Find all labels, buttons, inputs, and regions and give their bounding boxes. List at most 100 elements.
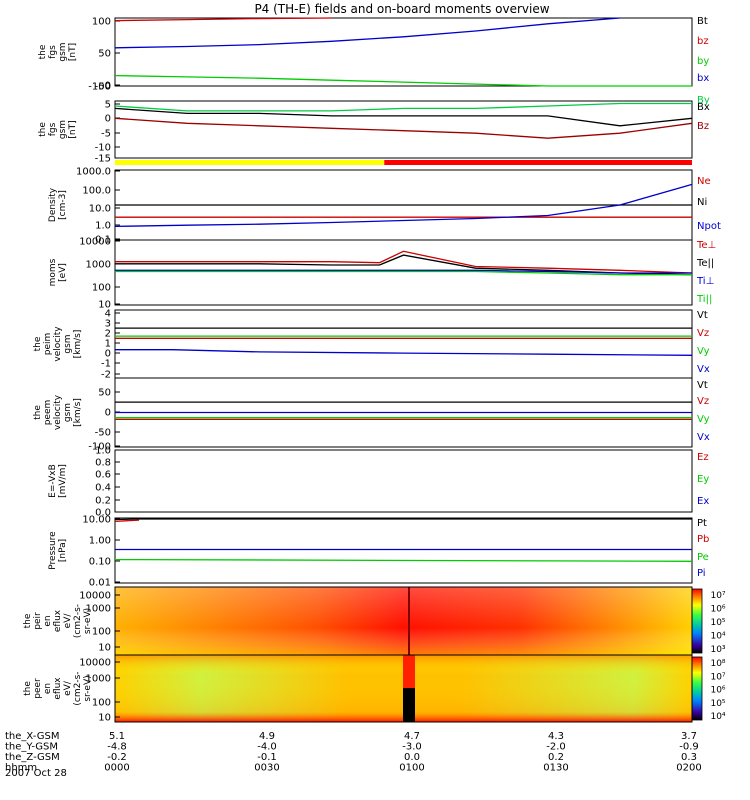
series-line-Te⊥ [115,250,693,274]
ylabel-line: the [23,681,33,696]
legend-by: by [697,56,709,67]
colorbar-tick: 10⁷ [710,672,725,682]
footer-value: 0000 [104,763,129,774]
ytick-label: -2 [101,370,111,381]
series-line-Pe [115,558,693,562]
legend-Bx: Bx [697,102,710,113]
footer-value: 0130 [543,763,568,774]
footer-value: -3.0 [402,742,422,753]
ytick-label: 0.8 [95,458,111,469]
ytick-label: 50 [98,388,111,399]
footer-label: the_X-GSM [5,731,59,742]
ytick-label: 1000 [86,674,111,685]
ytick-label: 1.0 [95,221,111,232]
footer-value: 3.7 [681,731,697,742]
colorbar-tick: 10⁸ [710,659,725,669]
series-line-Pb [114,519,140,523]
ytick-label: -10 [95,143,111,154]
ytick-label: 0.10 [89,557,111,568]
panel-3-ylabel: Density [cm-3] [48,187,68,222]
colorbar-tick: 10³ [710,645,725,655]
legend-Vx: Vx [697,364,710,375]
legend-Pe: Pe [697,552,709,563]
panel-7: E=-VxB [mV/m] 1.00.80.6 0.4 0.20.0 Ez Ey Ex [48,446,709,519]
ytick-label: 10.0 [89,204,111,215]
ylabel-line: the [33,336,43,351]
ytick-label: 0.2 [95,496,111,507]
panel-4-ylabel: moms [eV] [48,258,68,286]
legend-Vy: Vy [697,346,710,357]
ylabel-line: fgs [48,122,58,136]
panel-frame [114,309,693,379]
colorbar [691,656,703,721]
ylabel-line: gsm [63,403,73,422]
colorbar-tick: 10⁶ [710,686,725,696]
legend-Ez: Ez [697,452,709,463]
legend-bx: bx [697,73,709,84]
legend-Vz: Vz [697,328,709,339]
ytick-label: 4 [105,309,111,320]
colorbar-tick: 10⁶ [710,605,725,615]
ytick-label: 1.0 [95,446,111,457]
footer-value: 0030 [254,763,279,774]
orbit-footer: the_X-GSM 5.1 4.9 4.7 4.3 3.7 the_Y-GSM -4.8 -4.… [5,731,702,779]
colorbar [691,588,703,654]
ylabel-line: E=-VxB [48,464,58,498]
footer-value: 0.3 [681,752,697,763]
ytick-label: 100.0 [82,186,111,197]
panel-1-ylabel: the fgs gsm [nT] [38,42,78,61]
page-title: P4 (TH-E) fields and on-board moments ov… [254,2,549,16]
ylabel-line: [nT] [68,120,78,138]
ytick-label: 10.00 [82,515,111,526]
ylabel-line: gsm [58,120,68,139]
panel-3: Density [cm-3] 1000.0 100.0 10.0 1.0 0.1 Ne Ni Np… [48,167,721,246]
data-gap [403,688,415,722]
series-line-Vx [115,349,693,356]
ytick-label: -5 [101,129,111,140]
ytick-label: 10 [98,300,111,311]
status-bar-segment [115,160,385,165]
ytick-label: 0 [105,81,111,92]
legend-Vt: Vt [697,310,708,321]
ylabel-line: eflux [53,609,63,632]
ylabel-line: peim [43,333,53,356]
ylabel-line: [nT] [68,43,78,61]
ytick-label: 10 [98,713,111,724]
panel-frame [114,17,693,87]
panel-frame [114,100,693,159]
ytick-label: -50 [95,82,111,93]
ylabel-line: [eV] [58,263,68,282]
series-line-Npot [114,183,693,228]
ytick-label: 1000.0 [76,167,111,178]
legend-By: By [697,95,710,106]
series-line-Bz [114,117,693,139]
panel-1: the fgs gsm [nT] 100 50 0-50-100 Bt bz by bx [38,16,709,93]
panel-9-ylabel: the peir en eflux eV/(cm2-s-sr-eV) [23,604,93,638]
panel-6-ylabel: the peem velocity gsm [km/s] [33,394,83,430]
footer-value: 4.9 [259,731,275,742]
legend-Vz: Vz [697,396,709,407]
panel-9: the peir en eflux eV/(cm2-s-sr-eV) 10⁷ 10⁶ 10⁵ 1… [23,586,726,656]
ylabel-line: fgs [48,45,58,59]
ylabel-line: [km/s] [73,398,83,427]
footer-date: 2007 Oct 28 [5,768,67,779]
series-line-by [114,74,692,87]
footer-value: 0200 [676,763,701,774]
ylabel-line: sr-eV) [83,675,93,701]
ytick-label: 0 [105,349,111,360]
ylabel-line: en [43,683,53,694]
ytick-label: 10000 [79,237,111,248]
footer-value: -4.8 [107,742,127,753]
ytick-label: -50 [95,428,111,439]
legend-Bt: Bt [697,16,708,27]
legend-Ne: Ne [697,176,711,187]
ytick-label: 1.00 [89,536,111,547]
footer-value: 0.2 [548,752,564,763]
ytick-label: 50 [98,49,111,60]
ytick-label: 3 [105,319,111,330]
series-line-By [114,102,692,112]
ytick-label: -100 [88,82,111,93]
ytick-label: -15 [95,154,111,165]
ytick-label: 1 [105,339,111,350]
